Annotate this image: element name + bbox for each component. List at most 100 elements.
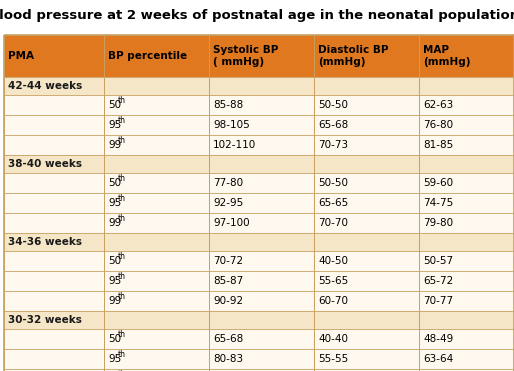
Text: th: th: [118, 370, 126, 371]
Text: 74-75: 74-75: [423, 198, 453, 208]
Text: th: th: [118, 136, 126, 145]
Text: 34-36 weeks: 34-36 weeks: [8, 237, 82, 247]
Text: 55-55: 55-55: [318, 354, 348, 364]
Bar: [4, 135, 104, 155]
Bar: [4, 193, 104, 213]
Bar: [419, 135, 514, 155]
Bar: [4, 213, 514, 233]
Bar: [104, 271, 209, 291]
Text: 50: 50: [108, 100, 121, 110]
Bar: [314, 291, 419, 311]
Bar: [104, 35, 209, 77]
Bar: [419, 193, 514, 213]
Bar: [314, 349, 419, 369]
Text: 50-50: 50-50: [318, 100, 348, 110]
Bar: [4, 271, 104, 291]
Text: 40-50: 40-50: [318, 256, 348, 266]
Text: 77-80: 77-80: [213, 178, 243, 188]
Bar: [4, 77, 514, 95]
Text: 70-72: 70-72: [213, 256, 243, 266]
Bar: [419, 155, 514, 173]
Text: Systolic BP
( mmHg): Systolic BP ( mmHg): [213, 45, 279, 67]
Bar: [4, 349, 104, 369]
Bar: [209, 173, 314, 193]
Bar: [419, 213, 514, 233]
Text: 85-88: 85-88: [213, 100, 243, 110]
Bar: [4, 193, 514, 213]
Text: 97-100: 97-100: [213, 218, 250, 228]
Bar: [104, 135, 209, 155]
Text: 81-85: 81-85: [423, 140, 453, 150]
Bar: [104, 173, 209, 193]
Bar: [104, 251, 209, 271]
Bar: [209, 155, 314, 173]
Bar: [314, 77, 419, 95]
Bar: [4, 233, 104, 251]
Bar: [419, 173, 514, 193]
Text: 59-60: 59-60: [423, 178, 453, 188]
Bar: [4, 329, 514, 349]
Bar: [419, 329, 514, 349]
Bar: [4, 173, 104, 193]
Bar: [104, 233, 209, 251]
Text: 48-49: 48-49: [423, 334, 453, 344]
Text: 50: 50: [108, 334, 121, 344]
Bar: [209, 329, 314, 349]
Text: 55-65: 55-65: [318, 276, 348, 286]
Bar: [4, 369, 514, 371]
Text: 79-80: 79-80: [423, 218, 453, 228]
Bar: [209, 213, 314, 233]
Bar: [104, 193, 209, 213]
Text: 62-63: 62-63: [423, 100, 453, 110]
Text: 63-64: 63-64: [423, 354, 453, 364]
Bar: [4, 349, 514, 369]
Text: 95: 95: [108, 276, 121, 286]
Bar: [419, 349, 514, 369]
Bar: [4, 291, 514, 311]
Bar: [4, 291, 104, 311]
Bar: [419, 35, 514, 77]
Bar: [314, 369, 419, 371]
Bar: [314, 233, 419, 251]
Text: 38-40 weeks: 38-40 weeks: [8, 159, 82, 169]
Bar: [419, 369, 514, 371]
Bar: [104, 291, 209, 311]
Bar: [209, 291, 314, 311]
Text: th: th: [118, 116, 126, 125]
Bar: [419, 311, 514, 329]
Bar: [4, 369, 104, 371]
Text: th: th: [118, 350, 126, 359]
Bar: [4, 35, 514, 77]
Text: 40-40: 40-40: [318, 334, 348, 344]
Text: th: th: [118, 330, 126, 339]
Bar: [209, 135, 314, 155]
Bar: [314, 95, 419, 115]
Text: 90-92: 90-92: [213, 296, 243, 306]
Bar: [104, 369, 209, 371]
Bar: [209, 95, 314, 115]
Bar: [314, 329, 419, 349]
Bar: [209, 115, 314, 135]
Bar: [104, 329, 209, 349]
Bar: [4, 115, 104, 135]
Bar: [419, 77, 514, 95]
Bar: [209, 35, 314, 77]
Text: 99: 99: [108, 140, 121, 150]
Text: 50-50: 50-50: [318, 178, 348, 188]
Bar: [4, 329, 104, 349]
Bar: [4, 155, 104, 173]
Text: 65-68: 65-68: [318, 120, 348, 130]
Bar: [4, 77, 104, 95]
Bar: [4, 95, 104, 115]
Text: Diastolic BP
(mmHg): Diastolic BP (mmHg): [318, 45, 389, 67]
Bar: [209, 271, 314, 291]
Bar: [314, 311, 419, 329]
Text: th: th: [118, 292, 126, 301]
Text: 99: 99: [108, 218, 121, 228]
Text: 85-87: 85-87: [213, 276, 243, 286]
Bar: [419, 95, 514, 115]
Bar: [314, 135, 419, 155]
Bar: [104, 311, 209, 329]
Text: 70-70: 70-70: [318, 218, 348, 228]
Bar: [104, 213, 209, 233]
